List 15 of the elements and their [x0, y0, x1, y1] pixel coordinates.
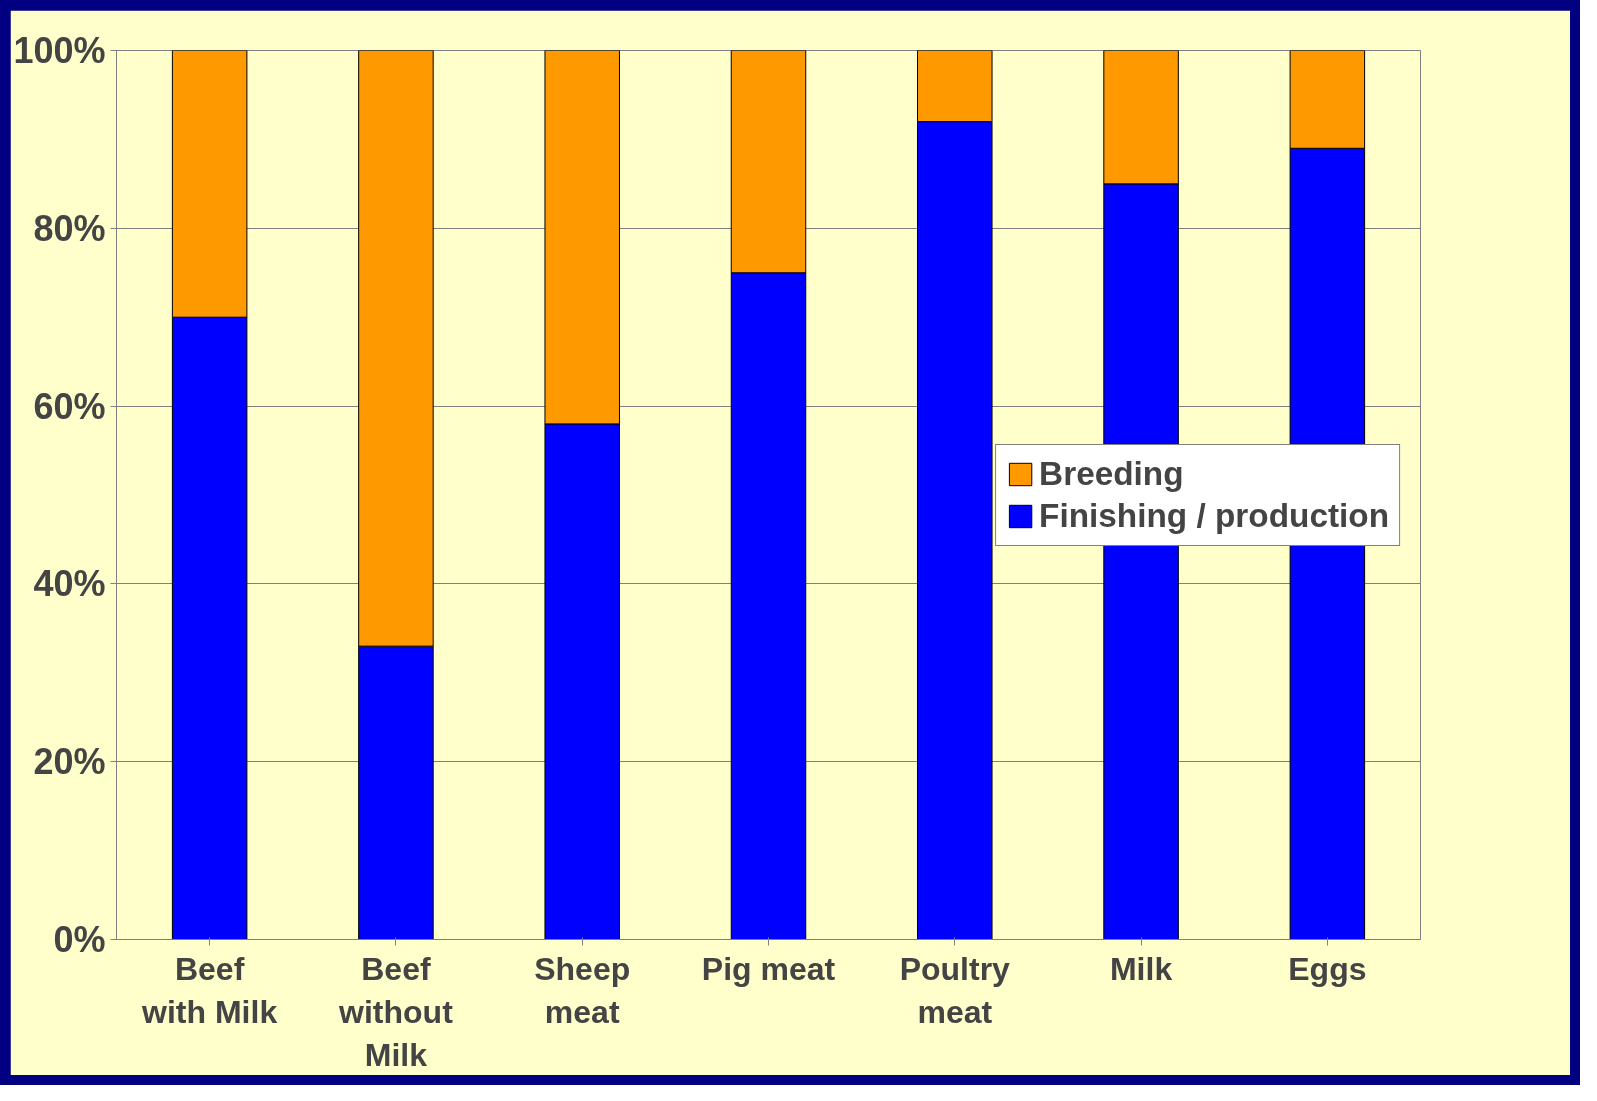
y-tick-label: 40% — [33, 563, 106, 605]
x-tick-label: Beef with Milk — [141, 950, 278, 1030]
x-tick-label: Poultry meat — [899, 950, 1011, 1030]
y-tick-label: 80% — [33, 207, 106, 249]
legend-label: Finishing / production — [1039, 496, 1389, 535]
y-tick-label: 20% — [33, 741, 106, 783]
y-tick-label: 100% — [13, 30, 106, 71]
x-tick-label: Pig meat — [701, 950, 836, 987]
y-tick-label: 0% — [53, 919, 106, 960]
y-tick-label: 60% — [33, 385, 106, 427]
legend-label: Breeding — [1039, 454, 1184, 493]
x-tick-label: Beef without Milk — [338, 950, 454, 1073]
x-tick-label: Eggs — [1288, 950, 1367, 987]
x-tick-label: Milk — [1109, 950, 1173, 987]
x-tick-label: Sheep meat — [534, 950, 631, 1030]
